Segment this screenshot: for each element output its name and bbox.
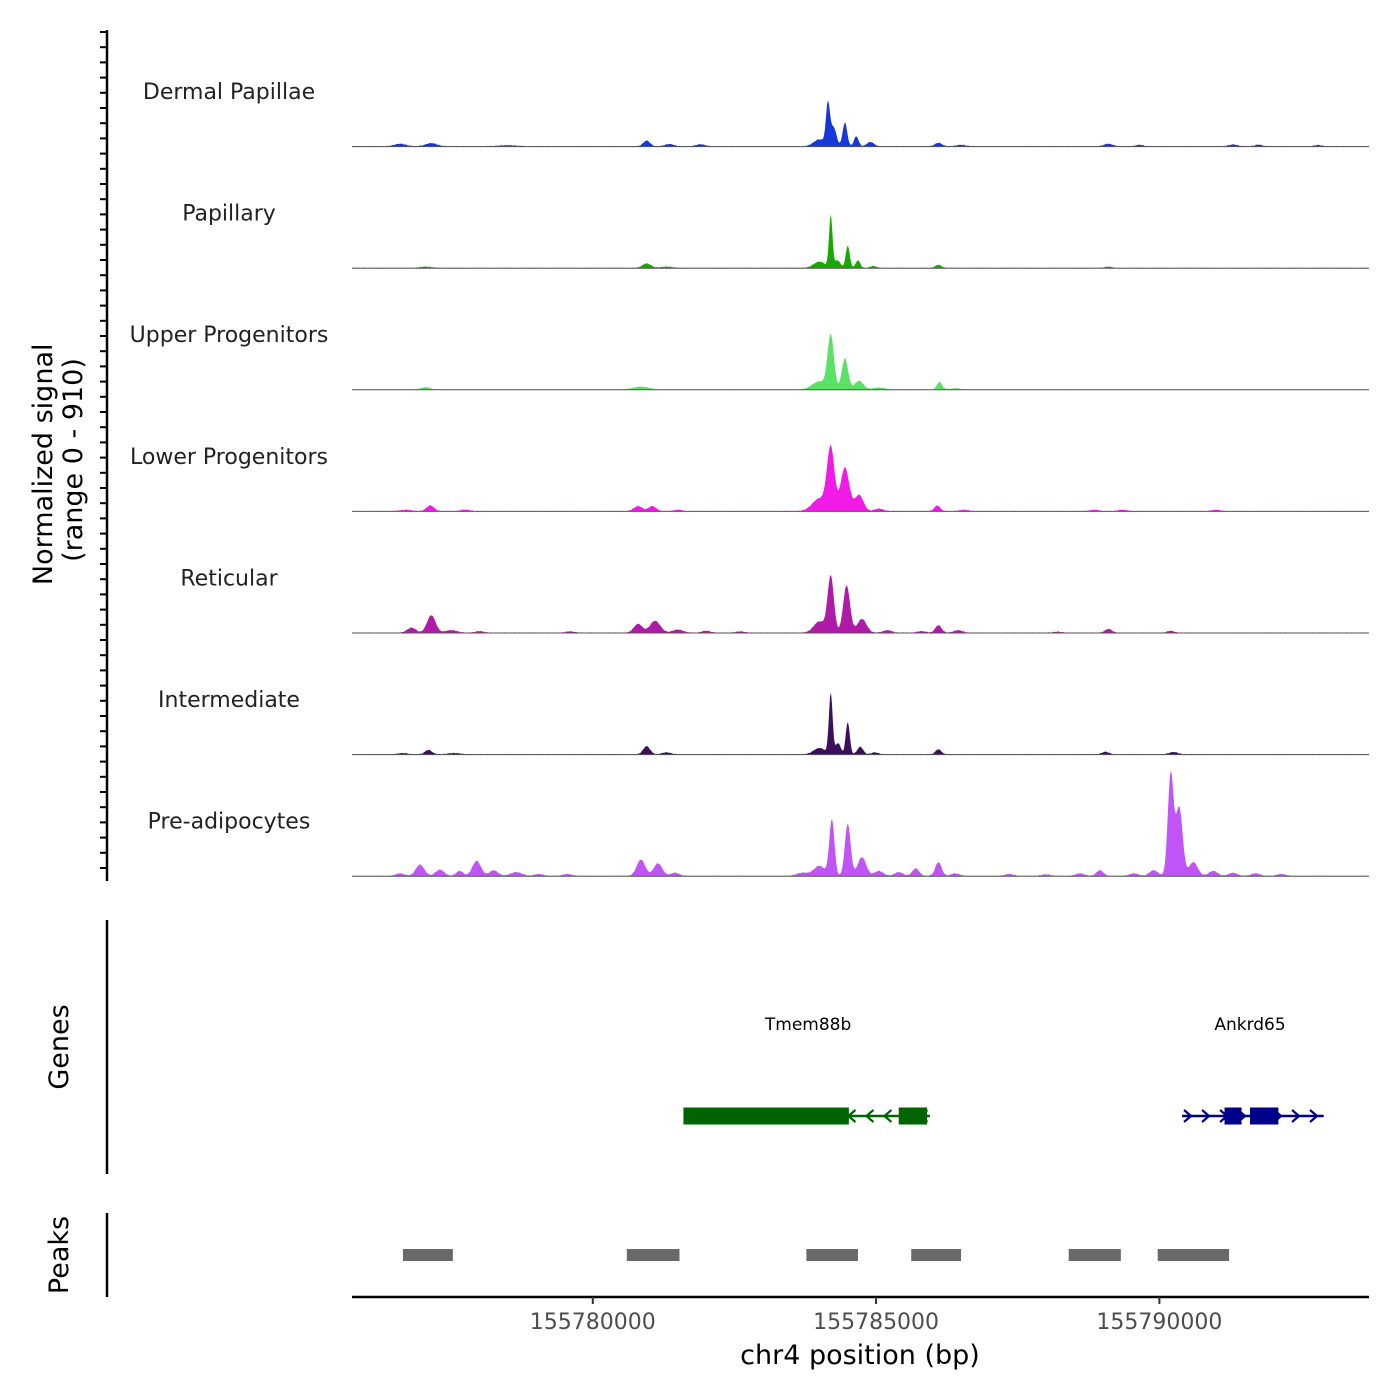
y-axis — [100, 30, 109, 881]
y-axis-title-line2: (range 0 - 910) — [58, 358, 89, 562]
coverage-area — [352, 770, 1369, 877]
genes-panel-label: Genes — [44, 1004, 75, 1089]
coverage-area — [352, 214, 1369, 269]
track-label: Dermal Papillae — [143, 80, 315, 105]
peaks-track — [402, 1249, 1230, 1261]
x-tick-label: 155780000 — [530, 1310, 656, 1335]
peak-region — [806, 1249, 858, 1261]
track-label: Upper Progenitors — [130, 323, 329, 348]
x-tick-label: 155785000 — [813, 1310, 939, 1335]
track-label: Intermediate — [158, 688, 300, 713]
x-tick-label: 155790000 — [1096, 1310, 1222, 1335]
track-label: Papillary — [182, 202, 276, 227]
genes-track: Tmem88b Ankrd65 — [683, 1015, 1324, 1125]
peak-region — [402, 1249, 453, 1261]
track-upper-progenitors: Upper Progenitors — [130, 323, 1369, 391]
y-axis-title: Normalized signal (range 0 - 910) — [28, 335, 89, 585]
coverage-tracks: Dermal Papillae Papillary Upper Progenitor… — [130, 80, 1369, 877]
x-axis-title: chr4 position (bp) — [740, 1340, 980, 1371]
strand-arrow — [1309, 1109, 1319, 1123]
peak-region — [626, 1249, 680, 1261]
gene-label: Ankrd65 — [1214, 1015, 1285, 1035]
coverage-area — [352, 100, 1369, 147]
gene-exon — [683, 1107, 849, 1125]
gene-label: Tmem88b — [764, 1015, 851, 1035]
coverage-area — [352, 445, 1369, 512]
track-intermediate: Intermediate — [158, 688, 1369, 756]
track-dermal-papillae: Dermal Papillae — [143, 80, 1369, 148]
strand-arrow — [1291, 1109, 1301, 1123]
track-label: Reticular — [180, 566, 278, 591]
track-label: Pre-adipocytes — [148, 810, 311, 835]
track-papillary: Papillary — [182, 202, 1369, 269]
gene-ankrd65: Ankrd65 — [1182, 1015, 1324, 1125]
peak-region — [1068, 1249, 1121, 1261]
y-axis-title-line1: Normalized signal — [28, 344, 59, 586]
coverage-area — [352, 575, 1369, 633]
peak-region — [911, 1249, 962, 1261]
strand-arrow — [1183, 1109, 1193, 1123]
track-lower-progenitors: Lower Progenitors — [130, 445, 1369, 512]
track-pre-adipocytes: Pre-adipocytes — [148, 770, 1369, 877]
x-axis-ticks: 155780000 155785000 155790000 — [530, 1297, 1222, 1335]
strand-arrow — [864, 1109, 875, 1123]
coverage-area — [352, 333, 1369, 390]
peaks-panel-label: Peaks — [44, 1216, 75, 1294]
strand-arrow — [1201, 1109, 1211, 1123]
gene-exon — [1250, 1107, 1279, 1125]
gene-tmem88b: Tmem88b — [683, 1015, 930, 1125]
strand-arrow — [882, 1109, 893, 1123]
track-reticular: Reticular — [180, 566, 1369, 634]
track-label: Lower Progenitors — [130, 445, 328, 470]
gene-exon — [898, 1107, 928, 1125]
coverage-area — [352, 692, 1369, 755]
peak-region — [1157, 1249, 1230, 1261]
gene-exon — [1224, 1107, 1242, 1125]
